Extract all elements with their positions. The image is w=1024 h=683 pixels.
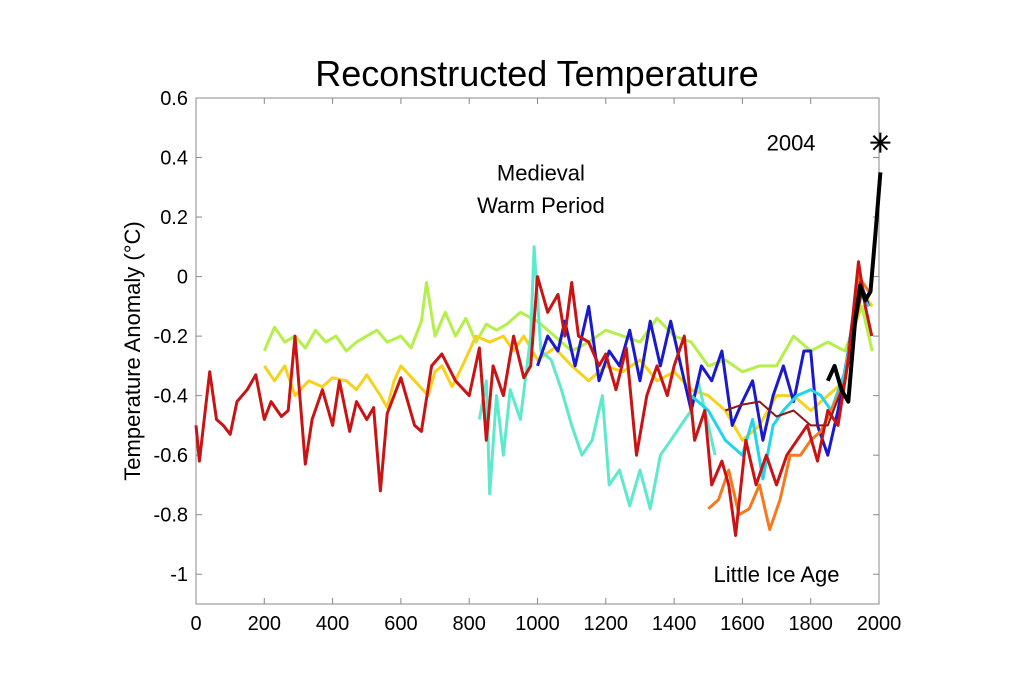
x-tick-label: 1200 <box>584 613 629 635</box>
series-line-yellow <box>263 290 874 442</box>
y-tick-label: 0 <box>177 267 188 289</box>
annotation-label: Warm Period <box>477 193 605 218</box>
x-tick-label: 1600 <box>720 613 765 635</box>
y-tick-label: -0.8 <box>154 505 188 527</box>
x-tick-label: 1400 <box>652 613 697 635</box>
asterisk-marker-icon <box>870 132 891 153</box>
y-tick-label: 0.4 <box>160 148 188 170</box>
x-tick-label: 0 <box>190 613 201 635</box>
annotation-label: 2004 <box>767 131 816 156</box>
x-tick-label: 200 <box>248 613 281 635</box>
asterisk-stroke <box>872 134 889 151</box>
x-tick-label: 1000 <box>515 613 560 635</box>
annotation-label: Medieval <box>497 160 585 185</box>
series-line-instrumental-black <box>825 172 883 404</box>
series-line-light-green <box>262 281 874 374</box>
x-tick-label: 1800 <box>788 613 833 635</box>
x-tick-label: 800 <box>453 613 486 635</box>
x-tick-label: 600 <box>384 613 417 635</box>
x-tick-label: 2000 <box>857 613 902 635</box>
series-line-dark-red <box>194 260 874 537</box>
x-tick-label: 400 <box>316 613 349 635</box>
annotation-label: Little Ice Age <box>714 562 840 587</box>
y-tick-label: -0.6 <box>154 445 188 467</box>
y-tick-label: -1 <box>170 564 188 586</box>
y-tick-label: -0.2 <box>154 326 188 348</box>
series-line-turquoise <box>477 245 717 511</box>
series-line-orange <box>707 275 871 532</box>
plot-area: 0 200 400 600 800 1000 1200 1400 1600 1800 2000 0.6… <box>154 88 902 635</box>
y-tick-label: 0.6 <box>160 88 188 110</box>
chart-title: Reconstructed Temperature <box>315 53 759 94</box>
y-tick-label: 0.2 <box>160 207 188 229</box>
plot-frame <box>195 97 880 605</box>
series-line-brown <box>724 291 863 427</box>
series-line-blue <box>536 275 871 457</box>
y-axis-label: Temperature Anomaly (°C) <box>120 221 145 480</box>
y-tick-label: -0.4 <box>154 386 188 408</box>
